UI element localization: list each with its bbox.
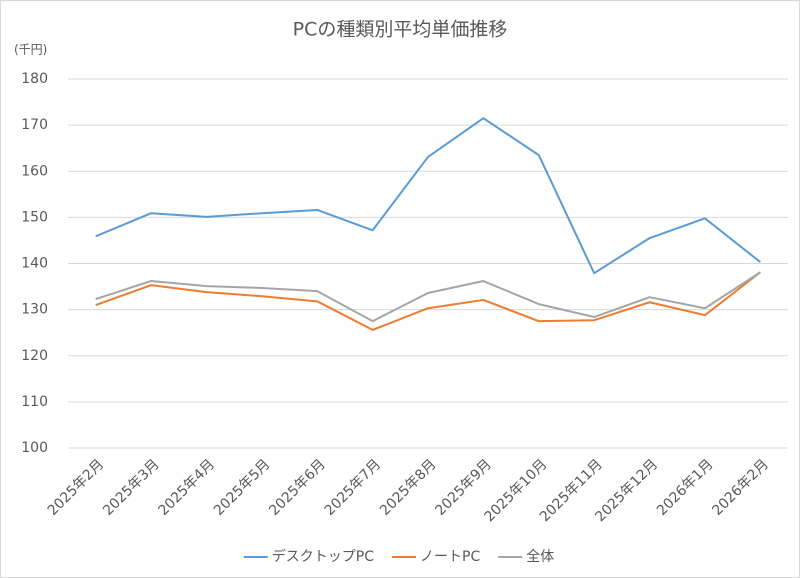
- legend-label: デスクトップPC: [272, 548, 374, 565]
- y-tick-label: 120: [21, 348, 48, 364]
- y-tick-label: 140: [21, 256, 48, 272]
- legend-label: 全体: [526, 548, 554, 565]
- y-tick-label: 170: [21, 117, 48, 133]
- y-tick-label: 130: [21, 302, 48, 318]
- y-tick-label: 110: [21, 394, 48, 410]
- y-unit-label: (千円): [14, 43, 47, 57]
- chart-title: PCの種類別平均単価推移: [293, 19, 508, 41]
- series-line: [95, 271, 761, 323]
- y-tick-label: 160: [21, 163, 48, 179]
- series-line: [95, 117, 761, 275]
- series-line: [95, 271, 761, 331]
- y-tick-label: 100: [21, 440, 48, 456]
- y-tick-label: 180: [21, 71, 48, 87]
- legend-label: ノートPC: [420, 549, 480, 565]
- y-tick-label: 150: [21, 209, 48, 225]
